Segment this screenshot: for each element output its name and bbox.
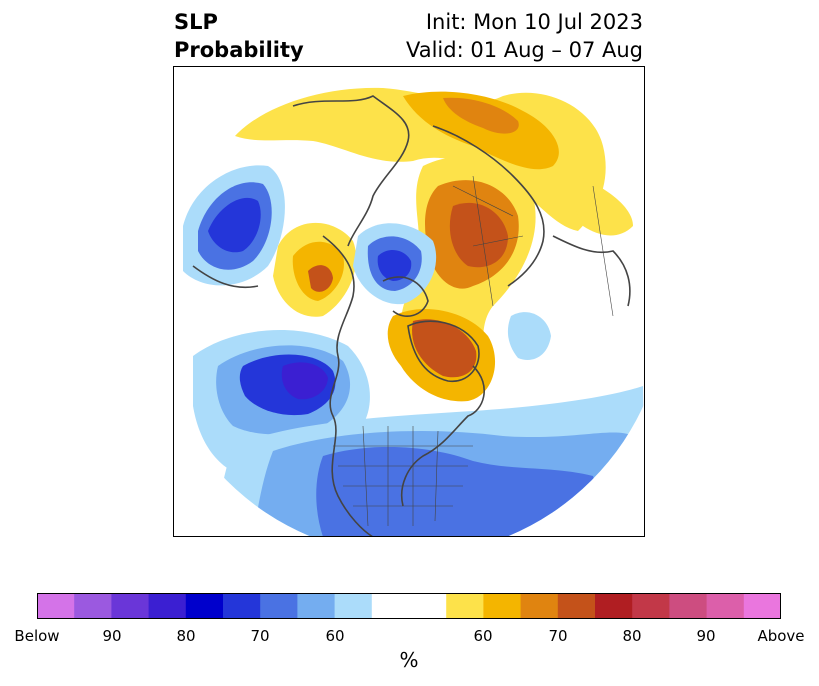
colorbar-below-swatch: [223, 593, 261, 619]
colorbar-above-swatch: [446, 593, 484, 619]
colorbar-tick-label: 90: [696, 627, 716, 645]
colorbar-above-swatch: [557, 593, 596, 619]
colorbar-below-swatch: [185, 593, 224, 619]
colorbar-above-swatch: [520, 593, 559, 619]
colorbar-tick-label: 70: [548, 627, 568, 645]
coastlines: [192, 95, 631, 538]
colorbar-below-swatch: [260, 593, 298, 619]
title-type: Probability: [174, 38, 304, 62]
state-borders: [333, 175, 614, 527]
colorbar-below-swatch: [74, 593, 112, 619]
colorbar-above-swatch: [632, 593, 670, 619]
colorbar-below-swatch: [111, 593, 150, 619]
title-variable: SLP: [174, 10, 218, 34]
title-right: Init: Mon 10 Jul 2023 Valid: 01 Aug – 07…: [406, 8, 643, 64]
valid-period: Valid: 01 Aug – 07 Aug: [405, 38, 643, 62]
colorbar-below-swatch: [37, 593, 75, 619]
colorbar-below-swatch: [334, 593, 373, 619]
probability-map: [173, 66, 645, 538]
north-pacific-low-core: [281, 362, 328, 400]
colorbar-above-swatch: [706, 593, 745, 619]
colorbar-below-swatch: [297, 593, 336, 619]
hudson-bay-low-core: [377, 249, 412, 281]
scandinavia-high-inner: [449, 202, 508, 268]
siberia-high-core: [403, 91, 559, 170]
west-pacific-low-core: [208, 197, 261, 253]
colorbar-tick-label: 60: [473, 627, 493, 645]
east-asia-high: [574, 176, 633, 236]
colorbar-tick-label: Below: [14, 627, 60, 645]
colorbar-unit-label: %: [399, 648, 419, 672]
init-date: Init: Mon 10 Jul 2023: [425, 10, 643, 34]
colorbar-tick-label: 80: [622, 627, 642, 645]
alaska-high-inner: [308, 265, 333, 292]
colorbar-below-swatch: [148, 593, 187, 619]
colorbar-tick-label: 90: [102, 627, 122, 645]
colorbar-svg: [37, 593, 781, 619]
conus-low-inner: [316, 446, 597, 537]
title-left: SLP Probability: [174, 8, 304, 64]
colorbar-tick-label: 70: [250, 627, 270, 645]
colorbar: [37, 593, 781, 619]
siberia-high-inner: [443, 97, 519, 134]
colorbar-tick-label: Above: [757, 627, 805, 645]
greenland-high-inner: [412, 319, 477, 378]
atlantic-low: [507, 312, 551, 360]
colorbar-above-swatch: [669, 593, 708, 619]
colorbar-above-swatch: [595, 593, 633, 619]
colorbar-border: [37, 593, 781, 619]
colorbar-tick-label: 60: [325, 627, 345, 645]
colorbar-above-swatch: [483, 593, 522, 619]
map-panel: [173, 66, 645, 538]
map-frame-border: [173, 66, 645, 537]
colorbar-above-swatch: [743, 593, 781, 619]
colorbar-neutral-swatch: [371, 593, 447, 619]
colorbar-tick-label: 80: [176, 627, 196, 645]
